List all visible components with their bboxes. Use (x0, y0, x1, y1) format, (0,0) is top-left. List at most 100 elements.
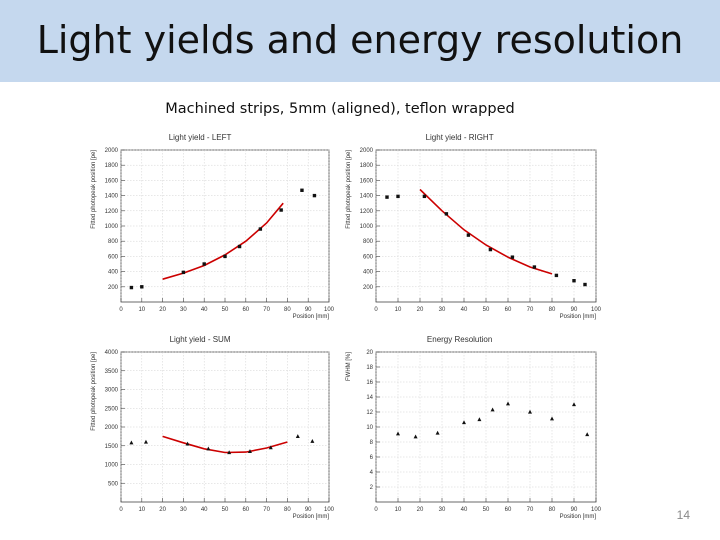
y-tick-label: 2000 (105, 425, 119, 431)
x-axis-label: Position [mm] (293, 314, 330, 320)
chart-title: Energy Resolution (427, 335, 492, 344)
x-axis-label: Position [mm] (293, 514, 330, 520)
x-tick-label: 60 (505, 507, 512, 513)
fit-curve (419, 188, 553, 275)
x-axis-label: Position [mm] (560, 514, 597, 520)
chart-light-yield-left: 0 10 20 30 40 50 60 70 80 90 100 200 400 600 800 1000 12… (91, 133, 335, 320)
y-tick-label: 1400 (360, 194, 374, 200)
y-tick-label: 10 (366, 425, 373, 431)
data-point (247, 449, 252, 453)
data-point (227, 450, 232, 455)
x-tick-label: 10 (138, 307, 145, 313)
x-tick-label: 60 (505, 307, 512, 313)
chart-title: Light yield - SUM (170, 335, 231, 344)
y-tick-label: 4 (370, 470, 374, 476)
x-tick-label: 40 (201, 307, 208, 313)
data-point (258, 227, 263, 231)
chart-light-yield-right: 0 10 20 30 40 50 60 70 80 90 100 200 400 600 800 1000 12… (346, 133, 602, 320)
data-point (129, 285, 134, 290)
y-tick-label: 1600 (105, 178, 119, 184)
y-tick-label: 18 (366, 365, 373, 371)
data-point (572, 279, 576, 283)
y-tick-label: 400 (108, 270, 119, 276)
data-point (300, 188, 304, 192)
y-tick-label: 20 (366, 350, 373, 356)
y-tick-label: 1800 (105, 163, 119, 169)
fit-curve (162, 435, 288, 454)
data-point (422, 194, 427, 199)
data-point (488, 247, 493, 252)
x-tick-label: 50 (222, 507, 229, 513)
data-point (477, 417, 482, 422)
y-tick-label: 400 (363, 270, 374, 276)
y-tick-label: 16 (366, 380, 373, 386)
y-tick-label: 600 (363, 254, 374, 260)
title-bar (0, 0, 720, 82)
y-tick-label: 1200 (105, 209, 119, 215)
data-point (385, 195, 389, 199)
data-point (528, 409, 532, 414)
data-point (312, 193, 317, 198)
x-tick-label: 20 (417, 507, 424, 513)
data-point (223, 254, 227, 259)
y-tick-label: 3500 (105, 369, 119, 375)
x-tick-label: 100 (591, 507, 602, 513)
y-axis-label: Fitted photopeak position [pe] (91, 150, 97, 229)
data-point (466, 233, 471, 237)
data-point (435, 430, 440, 435)
data-point (413, 434, 418, 439)
x-tick-label: 60 (242, 507, 249, 513)
x-tick-label: 0 (374, 507, 378, 513)
y-tick-label: 1600 (360, 178, 374, 184)
y-tick-label: 200 (108, 285, 119, 291)
x-tick-label: 80 (284, 507, 291, 513)
y-tick-label: 2500 (105, 406, 119, 412)
data-point (444, 212, 449, 216)
x-tick-label: 80 (549, 307, 556, 313)
x-tick-label: 60 (242, 307, 249, 313)
chart-light-yield-sum: 0 10 20 30 40 50 60 70 80 90 100 500 1000 1500 2000 250… (91, 335, 335, 520)
y-tick-label: 4000 (105, 350, 119, 356)
data-point (572, 402, 576, 407)
y-tick-label: 800 (363, 239, 374, 245)
x-tick-label: 0 (119, 307, 123, 313)
data-point (532, 265, 537, 269)
x-tick-label: 90 (305, 507, 312, 513)
data-point (279, 208, 283, 212)
page-number: 14 (676, 508, 690, 522)
y-tick-label: 12 (366, 410, 373, 416)
slide-title: Light yields and energy resolution (36, 18, 684, 62)
x-tick-label: 10 (395, 307, 402, 313)
x-tick-label: 40 (461, 507, 468, 513)
x-tick-label: 70 (527, 507, 534, 513)
data-point (462, 420, 466, 425)
y-tick-label: 1000 (360, 224, 374, 230)
data-point (396, 431, 400, 436)
x-tick-label: 50 (222, 307, 229, 313)
y-tick-label: 6 (370, 455, 374, 461)
x-tick-label: 30 (439, 507, 446, 513)
y-tick-label: 8 (370, 440, 374, 446)
data-point (143, 439, 148, 444)
y-tick-label: 500 (108, 481, 119, 487)
x-tick-label: 70 (527, 307, 534, 313)
data-point (583, 282, 587, 287)
data-point (510, 255, 515, 259)
chart-energy-resolution: 0 10 20 30 40 50 60 70 80 90 100 2 4 6 8 10 12 14 16 18 20 En… (346, 335, 602, 520)
x-tick-label: 90 (571, 307, 578, 313)
y-tick-label: 1000 (105, 463, 119, 469)
y-tick-label: 800 (108, 239, 119, 245)
x-tick-label: 100 (591, 307, 602, 313)
y-tick-label: 2000 (360, 148, 374, 154)
x-tick-label: 80 (284, 307, 291, 313)
chart-title: Light yield - RIGHT (426, 133, 494, 142)
x-tick-label: 100 (324, 507, 335, 513)
data-point (206, 446, 211, 451)
y-tick-label: 200 (363, 285, 374, 291)
y-tick-label: 14 (366, 395, 373, 401)
data-point (310, 439, 315, 443)
x-tick-label: 0 (119, 507, 123, 513)
x-tick-label: 100 (324, 307, 335, 313)
y-axis-label: Fitted photopeak position [pe] (346, 150, 352, 229)
slide-subtitle: Machined strips, 5mm (aligned), teflon w… (165, 101, 515, 117)
